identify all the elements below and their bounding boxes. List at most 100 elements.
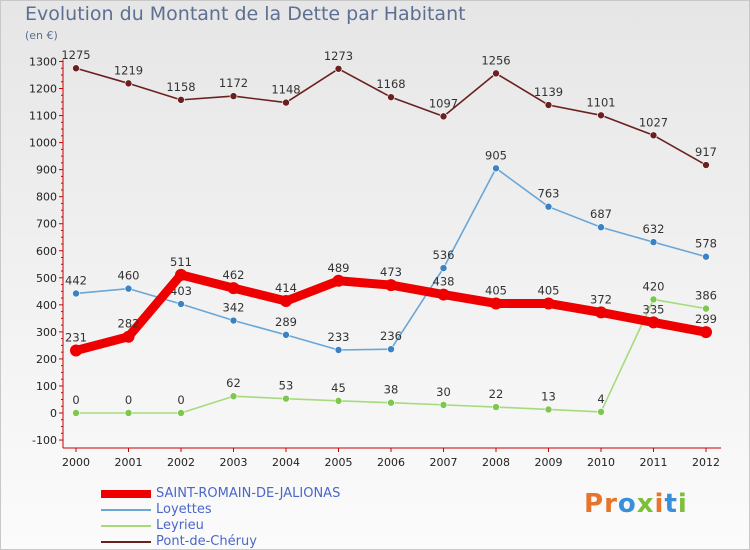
data-point xyxy=(702,304,710,313)
data-point xyxy=(490,297,502,310)
data-point xyxy=(492,403,500,411)
data-point xyxy=(439,112,448,121)
data-point xyxy=(124,79,133,88)
data-point xyxy=(175,268,187,281)
data-label: 0 xyxy=(177,393,184,407)
data-label: 1101 xyxy=(586,95,615,109)
series-layer: 1275 1219 1158 1172 1148 1273 1168 1097 1256 1139… xyxy=(61,48,717,417)
data-label: 372 xyxy=(590,292,612,306)
data-label: 1097 xyxy=(429,96,458,110)
data-point xyxy=(700,326,712,339)
x-tick-label: 2005 xyxy=(325,456,353,469)
proxiti-logo: Proxiti xyxy=(584,489,688,519)
logo-letter: i xyxy=(654,489,665,519)
data-point xyxy=(492,164,500,173)
data-label: 1148 xyxy=(271,83,300,97)
y-tick-label: 0 xyxy=(50,407,57,420)
data-label: 1158 xyxy=(166,80,195,94)
data-label: 53 xyxy=(279,379,294,393)
x-tick-label: 2000 xyxy=(62,456,90,469)
data-label: 236 xyxy=(380,329,402,343)
data-point xyxy=(72,64,80,73)
data-label: 233 xyxy=(328,330,350,344)
data-label: 386 xyxy=(695,289,717,303)
logo-letter: r xyxy=(604,489,618,519)
data-label: 917 xyxy=(695,145,717,159)
data-label: 905 xyxy=(485,148,507,162)
data-point xyxy=(702,161,710,169)
data-point xyxy=(387,345,395,353)
data-point xyxy=(439,264,448,272)
y-tick-label: 1300 xyxy=(29,55,57,68)
data-point xyxy=(647,316,660,329)
y-tick-label: 400 xyxy=(36,299,57,312)
data-point xyxy=(124,284,133,293)
data-point xyxy=(72,409,80,417)
legend-swatch xyxy=(101,509,151,511)
legend-label: Leyrieu xyxy=(156,518,204,533)
data-label: 420 xyxy=(643,279,665,293)
data-label: 0 xyxy=(72,393,79,407)
data-label: 1027 xyxy=(639,115,668,129)
data-point xyxy=(177,96,185,104)
x-tick-label: 2001 xyxy=(115,456,143,469)
y-tick-label: 1200 xyxy=(29,83,57,96)
data-label: 460 xyxy=(118,269,140,283)
data-point xyxy=(649,238,658,246)
x-tick-label: 2002 xyxy=(167,456,195,469)
data-label: 1273 xyxy=(324,49,353,63)
data-point xyxy=(282,331,290,339)
series-pont-de-ch-ruy: 1275 1219 1158 1172 1148 1273 1168 1097 1256 1139… xyxy=(61,48,717,169)
legend-label: Loyettes xyxy=(156,502,212,517)
data-label: 342 xyxy=(223,301,245,315)
y-tick-label: 600 xyxy=(36,245,57,258)
data-label: 1256 xyxy=(481,53,510,67)
axes: -100010020030040050060070080090010001100… xyxy=(29,55,721,469)
data-point xyxy=(439,401,448,409)
data-label: 438 xyxy=(433,275,455,289)
legend-swatch xyxy=(101,541,151,543)
data-label: 1139 xyxy=(534,85,563,99)
data-point xyxy=(649,295,658,304)
y-tick-label: 1000 xyxy=(29,137,57,150)
data-label: 536 xyxy=(433,248,455,262)
y-tick-label: 700 xyxy=(36,218,57,231)
legend-swatch xyxy=(101,490,151,498)
data-label: 1219 xyxy=(114,63,143,77)
data-label: 335 xyxy=(643,302,665,316)
data-point xyxy=(334,397,343,405)
series-saint-romain-de-jalionas: 231 282 511 462 414 489 473 438 405 405 372 335 299 xyxy=(65,255,717,357)
data-label: 38 xyxy=(384,383,399,397)
chart-subtitle: (en €) xyxy=(25,29,58,42)
data-label: 405 xyxy=(538,283,560,297)
data-label: 405 xyxy=(485,283,507,297)
x-tick-label: 2004 xyxy=(272,456,300,469)
data-label: 4 xyxy=(597,392,604,406)
y-tick-label: 900 xyxy=(36,164,57,177)
data-label: 763 xyxy=(538,187,560,201)
logo-text: Proxiti xyxy=(584,489,688,519)
data-point xyxy=(227,282,240,295)
data-label: 473 xyxy=(380,265,402,279)
y-tick-label: 500 xyxy=(36,272,57,285)
data-point xyxy=(72,289,80,298)
data-label: 511 xyxy=(170,255,192,269)
data-point xyxy=(280,295,292,308)
logo-letter: o xyxy=(617,489,637,519)
x-tick-label: 2008 xyxy=(482,456,510,469)
data-label: 489 xyxy=(328,261,350,275)
data-point xyxy=(229,316,238,325)
y-tick-label: -100 xyxy=(32,434,57,447)
data-label: 231 xyxy=(65,331,87,345)
data-label: 22 xyxy=(489,387,504,401)
x-tick-label: 2007 xyxy=(430,456,458,469)
data-point xyxy=(544,405,553,414)
data-point xyxy=(177,300,185,308)
data-point xyxy=(542,297,555,310)
data-label: 578 xyxy=(695,237,717,251)
data-point xyxy=(387,398,395,407)
data-point xyxy=(282,394,290,403)
